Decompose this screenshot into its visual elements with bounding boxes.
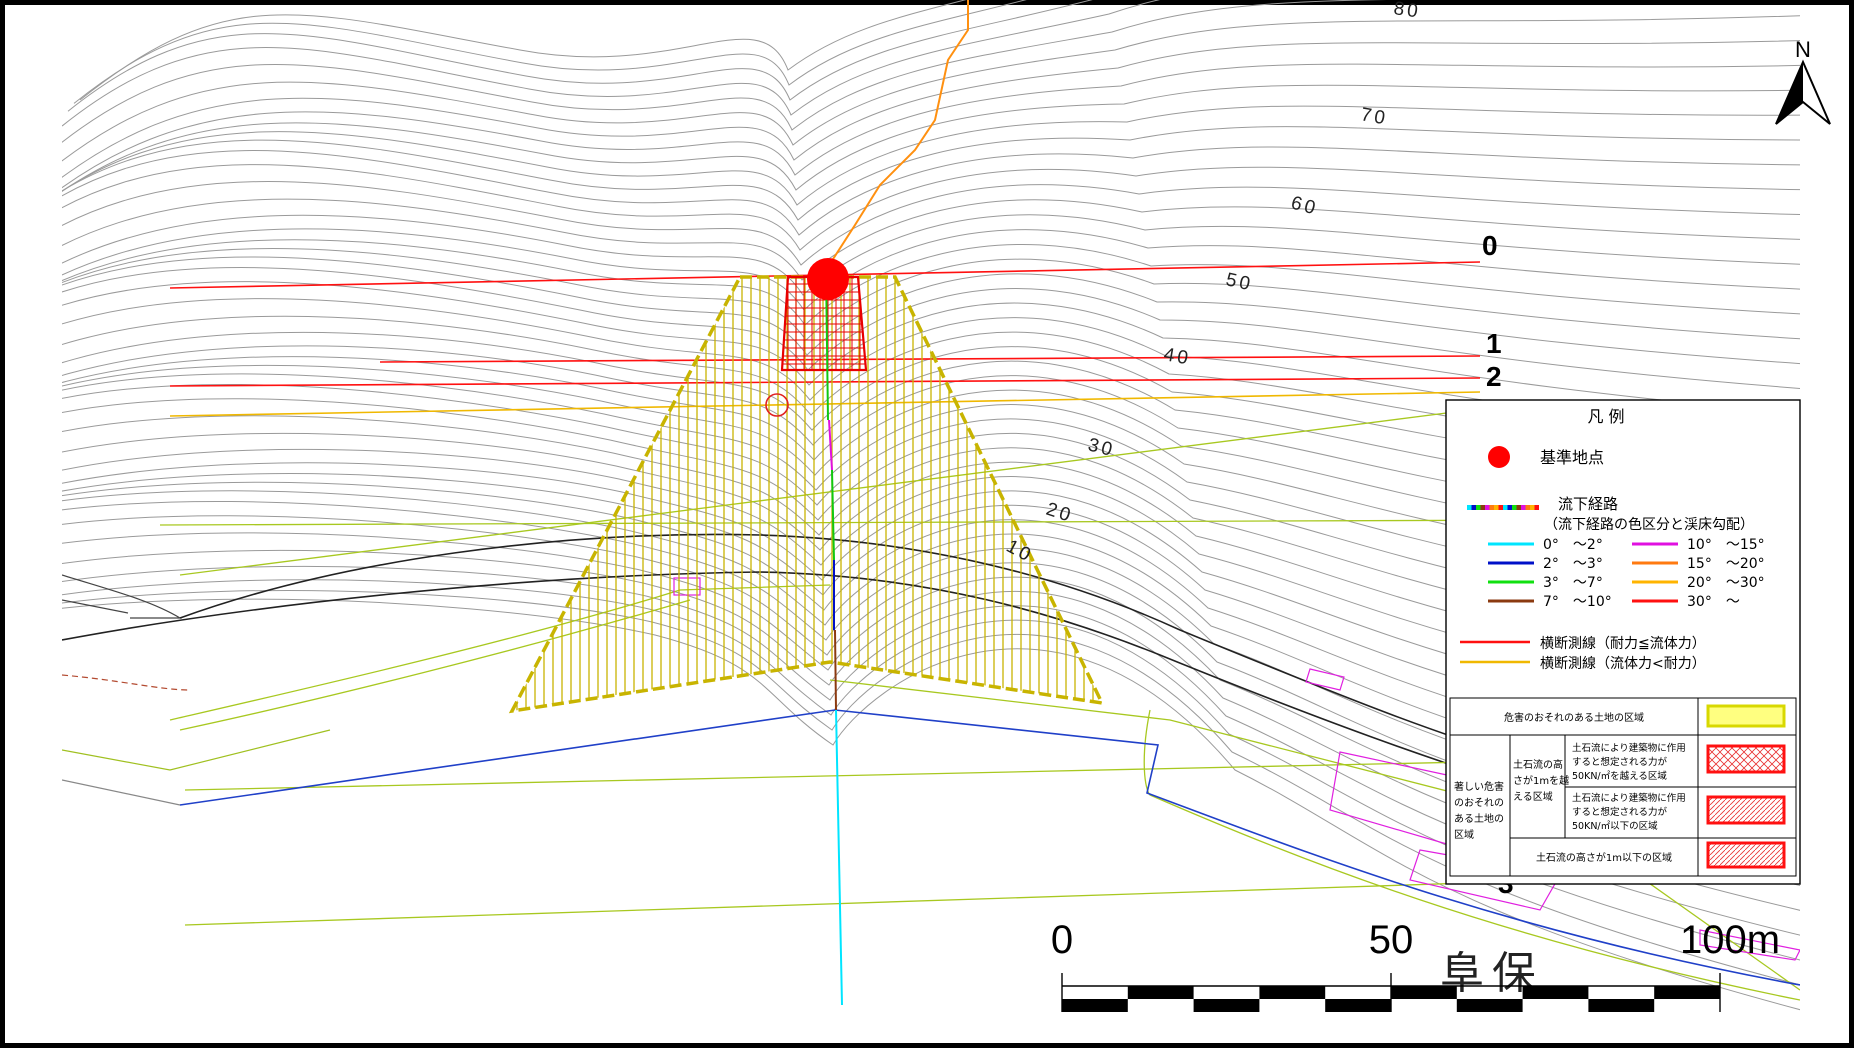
section-label: 2	[1486, 361, 1502, 392]
contour-label: 80	[1392, 0, 1422, 23]
zone-height-under-label: 土石流の高さが1m以下の区域	[1536, 851, 1672, 864]
contour-line	[62, 164, 1800, 251]
zone-severe-label: 著しい危害のおそれのある土地の区域	[1454, 780, 1504, 841]
flow-path-icon	[1467, 505, 1539, 510]
scale-bar: 0 50 100m	[1051, 918, 1780, 1012]
reference-circle	[765, 393, 789, 417]
scale-block	[1259, 986, 1326, 999]
left-road-lines	[62, 574, 331, 806]
scale-block	[1654, 986, 1720, 999]
legend-flow-path-note: （流下経路の色区分と渓床勾配）	[1544, 516, 1754, 533]
contour-line	[62, 181, 1800, 266]
zone-force-over-label: 土石流により建築物に作用すると想定される力が 50KN/㎡を越える区域	[1572, 742, 1686, 782]
contour-line	[73, 0, 1027, 104]
zone-force-under-label: 土石流により建築物に作用すると想定される力が 50KN/㎡以下の区域	[1572, 792, 1686, 832]
scale-block	[1193, 999, 1260, 1012]
contour-line	[62, 214, 1800, 296]
contour-label: 70	[1359, 104, 1389, 129]
blue-boundary	[179, 709, 1800, 986]
legend: 凡 例 基準地点 流下経路 （流下経路の色区分と渓床勾配） 0° ～2° 2° ～…	[1445, 399, 1801, 885]
north-arrow: N	[1775, 37, 1831, 125]
contour-line	[62, 550, 1800, 911]
base-point-icon	[1488, 446, 1510, 468]
contour-label: 50	[1224, 269, 1255, 295]
contour-line	[62, 126, 1800, 221]
base-point	[807, 258, 849, 300]
section-label: 1	[1486, 328, 1502, 359]
scale-block	[1325, 999, 1391, 1012]
gradient-label: 7° ～10°	[1543, 594, 1612, 610]
contour-line	[67, 0, 1093, 112]
swatch-hazard	[1706, 704, 1786, 728]
gradient-label: 0° ～2°	[1543, 537, 1603, 553]
zone-hazard-label: 危害のおそれのある土地の区域	[1504, 711, 1644, 724]
contour-line	[62, 15, 1800, 162]
contour-line	[62, 105, 1800, 206]
contour-line	[79, 0, 967, 101]
scale-label: 50	[1369, 918, 1414, 962]
legend-base-point: 基準地点	[1540, 448, 1604, 467]
scale-block	[1588, 999, 1655, 1012]
zone-table	[1449, 697, 1797, 877]
contour-label: 30	[1086, 434, 1117, 461]
gradient-label: 10° ～15°	[1687, 537, 1765, 553]
contour-line	[62, 84, 1800, 193]
swatch-force-under	[1706, 795, 1786, 825]
zone-height-over-label: 土石流の高さが1mを越える区域	[1513, 758, 1569, 803]
contour-label: 40	[1162, 344, 1192, 369]
flow-path	[825, 0, 969, 1006]
contour-lines	[62, 0, 1800, 1011]
scale-block	[1391, 986, 1457, 999]
gradient-label: 2° ～3°	[1543, 556, 1603, 572]
scale-block	[1062, 999, 1128, 1012]
legend-section-yellow: 横断測線（流体力<耐力）	[1540, 656, 1706, 672]
swatch-force-over	[1706, 744, 1786, 774]
contour-line	[62, 0, 1161, 127]
contour-line	[62, 598, 1800, 1011]
gradient-label: 30° ～	[1687, 594, 1740, 610]
gradient-label: 20° ～30°	[1687, 575, 1765, 591]
contour-line	[62, 146, 1800, 236]
contour-line	[62, 0, 1386, 144]
scale-block	[1522, 986, 1589, 999]
scale-block	[1127, 986, 1194, 999]
swatch-height-under	[1706, 841, 1786, 869]
contour-line	[62, 63, 1800, 189]
contour-line	[62, 40, 1800, 178]
contour-line	[62, 198, 1800, 281]
legend-flow-path: 流下経路	[1558, 495, 1618, 513]
legend-title: 凡 例	[1587, 407, 1624, 426]
hazard-zone	[508, 275, 1106, 714]
gradient-label: 3° ～7°	[1543, 575, 1603, 591]
scale-label: 100m	[1680, 918, 1780, 962]
north-label: N	[1795, 37, 1811, 62]
gradient-label: 15° ～20°	[1687, 556, 1765, 572]
legend-section-red: 横断測線（耐力≦流体力）	[1540, 636, 1706, 652]
scale-block	[1456, 999, 1523, 1012]
section-label: 0	[1482, 230, 1498, 261]
contour-label: 60	[1289, 193, 1321, 220]
scale-label: 0	[1051, 918, 1073, 962]
